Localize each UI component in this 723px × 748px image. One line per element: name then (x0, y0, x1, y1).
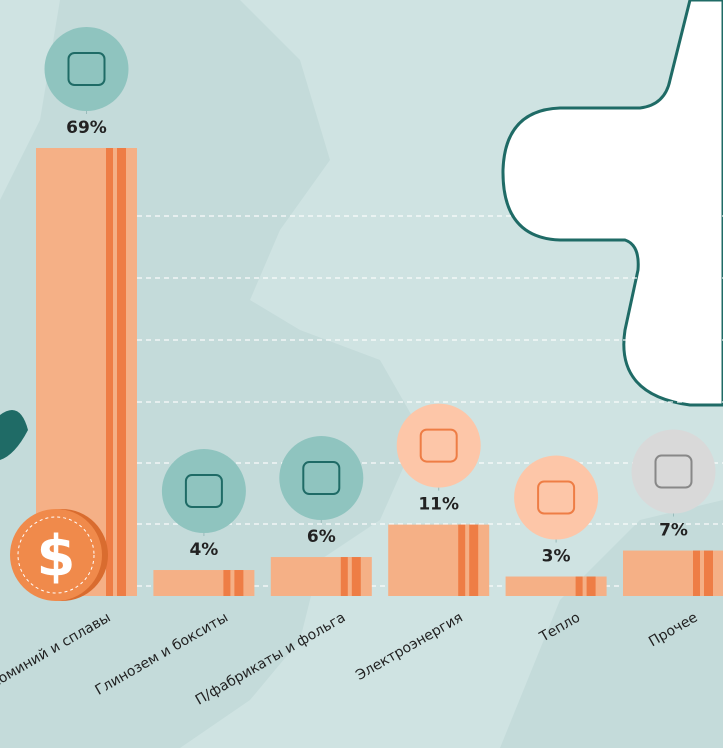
icon-circle (44, 27, 129, 111)
icon-circle (279, 436, 364, 521)
coin-icon: $ (10, 509, 108, 601)
bar-stripe (700, 550, 704, 596)
decor-blob (501, 0, 723, 407)
decor-leaf (0, 410, 28, 460)
icon-circle (631, 429, 716, 514)
bar-stripe (230, 570, 235, 596)
bar-stripe (465, 524, 470, 596)
icon-glyph (67, 52, 106, 86)
icon-glyph (184, 474, 223, 509)
value-label: 11% (418, 495, 459, 515)
icon-glyph (419, 428, 458, 463)
bar-stripe (347, 557, 352, 596)
icon-circle (514, 455, 599, 540)
icon-glyph (302, 461, 341, 496)
bar-stripe (113, 148, 117, 596)
value-label: 69% (66, 118, 107, 138)
icon-glyph (537, 480, 576, 515)
svg-text:$: $ (37, 524, 76, 589)
bar-stripe (582, 576, 587, 596)
icon-circle (396, 403, 481, 488)
icon-circle (161, 449, 246, 534)
value-label: 6% (307, 527, 336, 547)
icon-glyph (654, 454, 693, 489)
value-label: 3% (542, 547, 571, 567)
value-label: 7% (659, 521, 688, 541)
value-label: 4% (189, 540, 218, 560)
